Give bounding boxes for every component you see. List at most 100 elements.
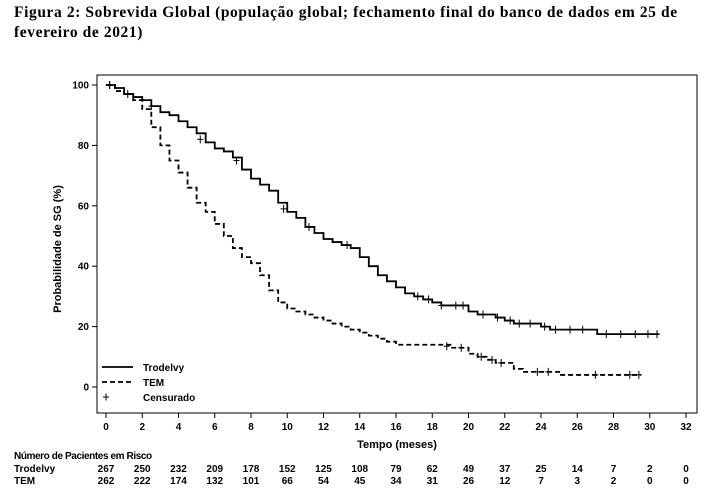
risk-value: 0: [647, 476, 653, 487]
censor-mark: [567, 325, 573, 334]
censor-mark: [635, 370, 642, 379]
x-tick-label: 22: [499, 422, 511, 433]
risk-value: 209: [206, 464, 223, 475]
risk-value: 12: [499, 476, 511, 487]
plot-frame: [96, 74, 698, 414]
censor-mark: [494, 313, 501, 322]
y-tick-label: 20: [78, 322, 90, 333]
censor-mark: [106, 81, 113, 89]
risk-value: 26: [463, 476, 475, 487]
risk-value: 250: [134, 464, 151, 475]
censor-mark: [458, 343, 465, 352]
censor-mark: [644, 330, 651, 339]
x-tick-label: 16: [390, 422, 402, 433]
x-tick-label: 32: [680, 422, 692, 433]
risk-value: 222: [134, 476, 151, 487]
risk-value: 2: [611, 476, 617, 487]
x-tick-label: 28: [608, 422, 620, 433]
censor-mark: [592, 370, 599, 379]
censor-mark: [516, 319, 523, 328]
censor-mark: [541, 322, 548, 331]
risk-value: 14: [572, 464, 584, 475]
risk-table-title: Número de Pacientes em Risco: [14, 451, 152, 462]
legend-item: TEM: [102, 378, 164, 389]
risk-value: 62: [427, 464, 439, 475]
risk-row: Trodelvy 267 250 232 209 178 152 125 108 79 62 49 37…: [14, 464, 689, 475]
censor-mark: [280, 204, 287, 213]
censor-mark: [552, 325, 559, 334]
x-axis-title: Tempo (meses): [357, 439, 437, 451]
x-tick-label: 18: [427, 422, 439, 433]
risk-value: 101: [243, 476, 260, 487]
risk-value: 132: [206, 476, 223, 487]
censor-mark: [233, 156, 240, 165]
censor-mark: [603, 330, 610, 339]
figure-caption: Figura 2: Sobrevida Global (população gl…: [14, 4, 678, 41]
risk-value: 37: [499, 464, 511, 475]
legend-item: Trodelvy: [102, 363, 185, 374]
censor-mark: [452, 301, 459, 310]
censor-mark: [425, 295, 432, 304]
censor-mark: [344, 241, 351, 250]
risk-value: 31: [427, 476, 439, 487]
censor-mark: [545, 367, 552, 376]
legend-label: TEM: [143, 378, 164, 389]
censor-mark: [617, 330, 624, 339]
y-axis-title: Probabilidade de SG (%): [52, 185, 64, 313]
legend-item: Censurado: [103, 393, 195, 404]
censor-mark: [534, 367, 541, 376]
censor-mark: [438, 301, 445, 310]
risk-value: 7: [538, 476, 544, 487]
chart-legend: Trodelvy TEM Censurado: [102, 363, 195, 404]
risk-value: 7: [611, 464, 617, 475]
censor-mark: [306, 222, 312, 231]
censor-mark: [197, 135, 204, 144]
risk-value: 2: [647, 464, 653, 475]
risk-value: 178: [243, 464, 260, 475]
censor-mark: [414, 292, 421, 301]
x-tick-label: 8: [248, 422, 254, 433]
censor-mark: [527, 319, 534, 328]
censor-mark: [632, 330, 639, 339]
risk-value: 108: [351, 464, 368, 475]
risk-value: 0: [683, 464, 689, 475]
censor-mark: [443, 342, 450, 351]
risk-row-label: TEM: [14, 476, 35, 487]
series-tem: [106, 81, 642, 379]
risk-value: 79: [390, 464, 402, 475]
series-trodelvy: [106, 81, 660, 339]
censor-mark: [579, 325, 586, 334]
risk-value: 174: [170, 476, 187, 487]
risk-value: 0: [683, 476, 689, 487]
y-tick-label: 80: [78, 141, 90, 152]
risk-value: 54: [318, 476, 330, 487]
risk-value: 25: [535, 464, 547, 475]
x-tick-label: 10: [282, 422, 294, 433]
y-tick-label: 0: [83, 383, 89, 394]
censor-mark: [478, 352, 485, 361]
risk-value: 66: [282, 476, 294, 487]
x-tick-label: 14: [354, 422, 366, 433]
risk-value: 152: [279, 464, 296, 475]
risk-value: 267: [98, 464, 115, 475]
legend-label: Trodelvy: [143, 363, 185, 374]
risk-value: 49: [463, 464, 475, 475]
risk-row: TEM 262 222 174 132 101 66 54 45 34 31 26 12 7 3 2 0 0: [14, 476, 689, 487]
risk-row-label: Trodelvy: [14, 464, 56, 475]
series-line-tem: [106, 84, 641, 376]
risk-value: 45: [354, 476, 366, 487]
x-tick-label: 6: [212, 422, 218, 433]
risk-value: 3: [574, 476, 580, 487]
censor-mark: [626, 370, 633, 379]
y-tick-label: 100: [72, 81, 89, 92]
censor-mark: [654, 330, 660, 339]
risk-value: 34: [390, 476, 402, 487]
risk-value: 262: [98, 476, 115, 487]
legend-label: Censurado: [143, 393, 195, 404]
risk-value: 125: [315, 464, 332, 475]
censor-mark: [148, 102, 155, 111]
y-tick-label: 40: [78, 262, 90, 273]
series-layer: [106, 81, 660, 379]
